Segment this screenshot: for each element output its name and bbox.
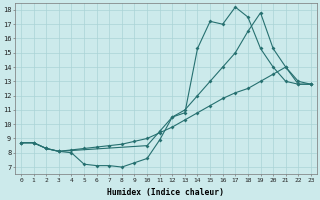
X-axis label: Humidex (Indice chaleur): Humidex (Indice chaleur) [108, 188, 225, 197]
